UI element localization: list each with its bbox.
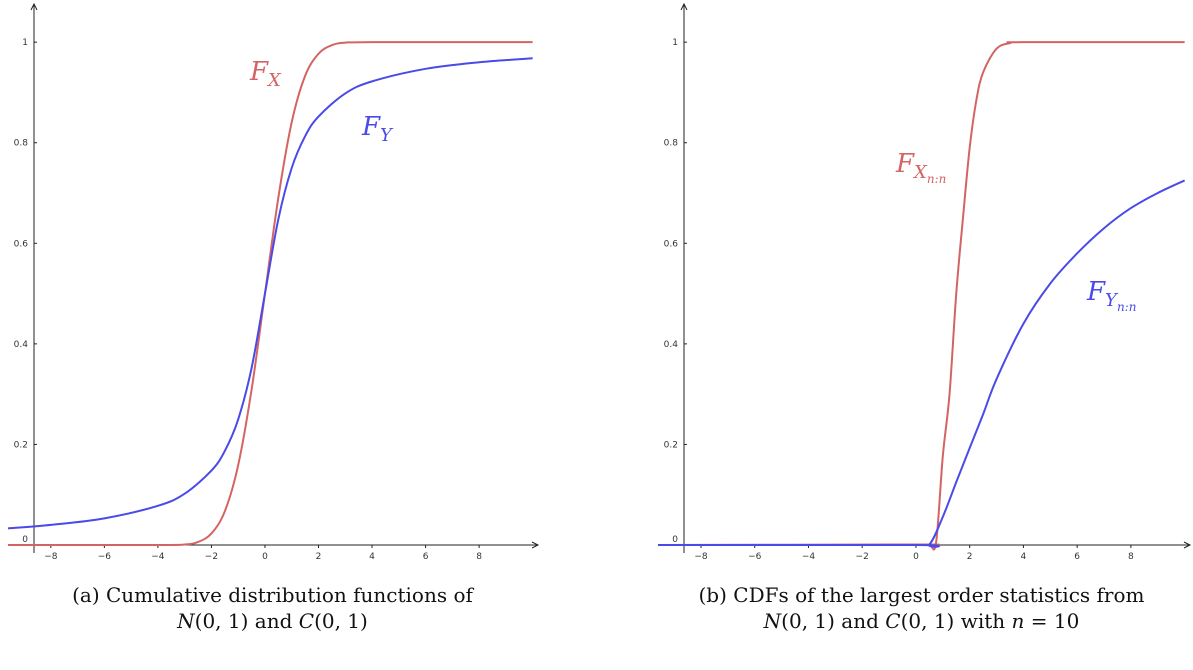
chart-panel-a: −8 −6 −4 −2 0 2 4 6 8 0.2 0.4 0.6 0.8 1 0 FX FY [0,0,545,560]
y-tick-label: 0.2 [664,440,678,450]
caption-a: (a) Cumulative distribution functions of… [0,582,545,634]
y-tick-label: 0.4 [14,340,29,350]
x-tick-label: −6 [748,552,762,560]
chart-a-svg: −8 −6 −4 −2 0 2 4 6 8 0.2 0.4 0.6 0.8 1 0 FX FY [7,2,540,560]
caption-line: (b) CDFs of the largest order statistics… [698,583,1145,607]
caption-b: (b) CDFs of the largest order statistics… [650,582,1193,634]
x-tick-label: −8 [44,552,58,560]
caption-line: N(0, 1) and C(0, 1) [177,609,368,633]
x-tick-label: −8 [694,552,708,560]
x-tick-label: 6 [423,552,429,560]
x-tick-label: 8 [476,552,482,560]
x-tick-label: 6 [1074,552,1080,560]
x-tick-label: −2 [856,552,869,560]
x-tick-label: −6 [98,552,112,560]
series-line-y [7,57,533,530]
x-tick-label: 4 [1021,552,1027,560]
x-tick-label: −4 [802,552,816,560]
x-tick-label: 2 [316,552,322,560]
x-tick-label: 8 [1128,552,1134,560]
chart-panel-b: −8 −6 −4 −2 0 2 4 6 8 0.2 0.4 0.6 0.8 1 0 FXn:n FYn:n [650,0,1193,560]
y-tick-label: 1 [22,38,28,48]
x-tick-label: 4 [369,552,375,560]
y-tick-label: 0.8 [14,139,29,149]
x-tick-label: 2 [967,552,973,560]
y-tick-label: 0.8 [664,139,679,149]
x-axis-arrow [1183,541,1192,549]
caption-line: N(0, 1) and C(0, 1) with n = 10 [763,609,1080,633]
series-label-x: FXn:n [895,149,946,186]
caption-line: (a) Cumulative distribution functions of [72,583,473,607]
origin-label: 0 [672,535,678,545]
y-tick-label: 0.6 [14,239,29,249]
series-label-x: FX [249,57,282,91]
y-tick-label: 0.6 [664,239,679,249]
x-tick-label: 0 [262,552,268,560]
series-line-y [657,179,1186,548]
origin-label: 0 [22,535,28,545]
x-tick-label: −2 [205,552,218,560]
x-tick-label: −4 [151,552,165,560]
y-tick-label: 0.2 [14,440,28,450]
x-axis-arrow [531,541,540,549]
y-tick-label: 1 [672,38,678,48]
y-axis-arrow [680,2,688,11]
series-label-y: FYn:n [1086,277,1136,314]
series-label-y: FY [361,112,394,146]
series-line-x [7,41,533,547]
chart-b-svg: −8 −6 −4 −2 0 2 4 6 8 0.2 0.4 0.6 0.8 1 0 FXn:n FYn:n [657,2,1192,560]
y-axis-arrow [30,2,38,11]
y-tick-label: 0.4 [664,340,679,350]
x-tick-label: 0 [913,552,919,560]
